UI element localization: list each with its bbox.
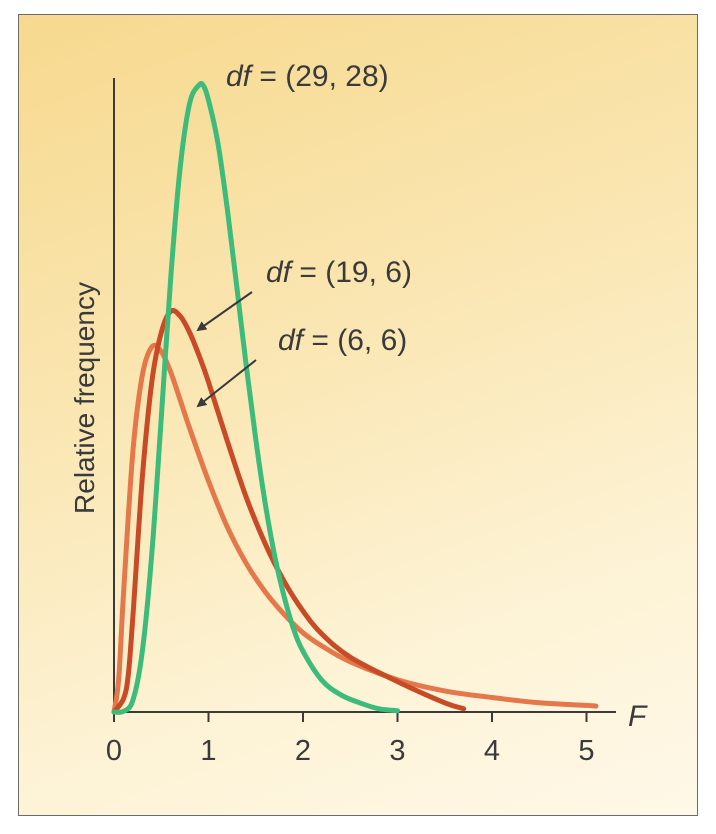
arrow-df-6-6 [196,359,257,408]
curve-df-19-6 [111,307,467,715]
x-axis-label: F [628,700,648,733]
x-tick-label-0: 0 [106,735,122,767]
x-tick-label-3: 3 [389,735,405,767]
x-axis-tick-labels: 0 1 2 3 4 5 [106,735,595,767]
y-axis-label: Relative frequency [69,282,100,514]
x-tick-label-1: 1 [200,735,216,767]
label-df-29-28: df = (29, 28) [226,60,389,93]
x-tick-label-5: 5 [578,735,594,767]
x-axis-ticks [113,712,588,722]
x-tick-label-4: 4 [484,735,500,767]
curve-df-6-6 [111,343,599,715]
arrow-df-19-6 [196,291,253,332]
x-tick-label-2: 2 [295,735,311,767]
label-df-19-6: df = (19, 6) [266,256,412,289]
series-curves [111,81,599,715]
chart-frame [18,14,698,816]
curve-df-29-28 [111,81,400,715]
label-df-6-6: df = (6, 6) [278,324,407,357]
